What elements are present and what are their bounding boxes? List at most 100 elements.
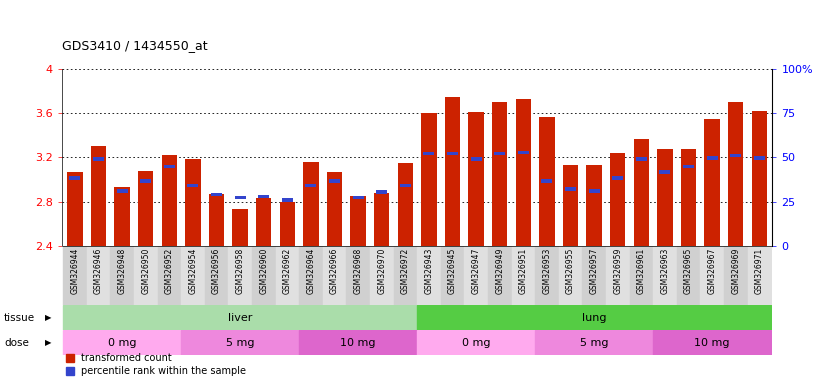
Text: GSM326960: GSM326960 [259, 248, 268, 294]
Bar [471, 157, 482, 161]
Text: GSM326943: GSM326943 [425, 248, 434, 294]
Text: GSM326951: GSM326951 [519, 248, 528, 294]
Bar [653, 330, 771, 355]
Bar [539, 117, 554, 246]
Bar [589, 189, 600, 193]
Text: GSM326953: GSM326953 [543, 248, 552, 294]
Text: GSM326962: GSM326962 [282, 248, 292, 294]
Text: GSM326947: GSM326947 [472, 248, 481, 294]
Text: GSM326963: GSM326963 [661, 248, 669, 294]
Text: GSM326955: GSM326955 [566, 248, 575, 294]
Bar [282, 198, 293, 202]
Bar [209, 194, 224, 246]
Text: GSM326961: GSM326961 [637, 248, 646, 294]
Bar [586, 165, 602, 246]
Text: GSM326946: GSM326946 [94, 248, 103, 294]
Bar [164, 165, 175, 169]
Bar [303, 162, 319, 246]
Text: 10 mg: 10 mg [340, 338, 376, 348]
Bar [299, 246, 323, 305]
Bar [181, 246, 205, 305]
Bar [706, 156, 718, 160]
Bar [87, 246, 111, 305]
Bar [256, 198, 272, 246]
Bar [299, 330, 417, 355]
Bar [327, 172, 342, 246]
Bar [115, 187, 130, 246]
Bar [350, 196, 366, 246]
Bar [235, 196, 245, 199]
Bar [63, 305, 417, 330]
Bar [563, 165, 578, 246]
Bar [69, 176, 80, 180]
Bar [329, 179, 340, 183]
Text: GSM326965: GSM326965 [684, 248, 693, 294]
Bar [541, 179, 553, 183]
Bar [424, 152, 434, 155]
Bar [417, 330, 535, 355]
Text: GSM326972: GSM326972 [401, 248, 410, 294]
Text: GSM326971: GSM326971 [755, 248, 764, 294]
Bar [464, 246, 488, 305]
Bar [518, 151, 529, 154]
Text: GDS3410 / 1434550_at: GDS3410 / 1434550_at [62, 39, 207, 52]
Bar [181, 330, 299, 355]
Text: GSM326969: GSM326969 [731, 248, 740, 294]
Bar [374, 193, 389, 246]
Bar [447, 152, 458, 155]
Text: GSM326957: GSM326957 [590, 248, 599, 294]
Bar [91, 146, 107, 246]
Text: GSM326950: GSM326950 [141, 248, 150, 294]
Bar [140, 179, 151, 183]
Text: GSM326964: GSM326964 [306, 248, 316, 294]
Bar [397, 163, 413, 246]
Bar [228, 246, 252, 305]
Bar [612, 176, 624, 180]
Bar [724, 246, 748, 305]
Bar [535, 246, 558, 305]
Bar [681, 149, 696, 246]
Text: 10 mg: 10 mg [695, 338, 730, 348]
Text: dose: dose [4, 338, 29, 348]
Bar [606, 246, 629, 305]
Bar [629, 246, 653, 305]
Bar [370, 246, 393, 305]
Bar [728, 102, 743, 246]
Bar [353, 196, 363, 199]
Bar [634, 139, 649, 246]
Text: GSM326967: GSM326967 [708, 248, 717, 294]
Text: GSM326945: GSM326945 [448, 248, 457, 294]
Bar [494, 152, 506, 155]
Bar [252, 246, 276, 305]
Text: liver: liver [228, 313, 252, 323]
Bar [63, 330, 181, 355]
Bar [515, 99, 531, 246]
Bar [417, 246, 441, 305]
Text: GSM326954: GSM326954 [188, 248, 197, 294]
Text: GSM326944: GSM326944 [70, 248, 79, 294]
Text: GSM326956: GSM326956 [212, 248, 221, 294]
Bar [134, 246, 158, 305]
Bar [558, 246, 582, 305]
Bar [280, 202, 295, 246]
Text: 5 mg: 5 mg [225, 338, 254, 348]
Bar [376, 190, 387, 194]
Bar [565, 187, 576, 190]
Bar [636, 157, 647, 161]
Text: GSM326959: GSM326959 [613, 248, 622, 294]
Bar [63, 246, 87, 305]
Text: 0 mg: 0 mg [108, 338, 136, 348]
Bar [730, 154, 741, 157]
Text: ▶: ▶ [45, 313, 51, 322]
Text: GSM326966: GSM326966 [330, 248, 339, 294]
Text: lung: lung [582, 313, 606, 323]
Bar [511, 246, 535, 305]
Bar [748, 246, 771, 305]
Text: GSM326949: GSM326949 [496, 248, 504, 294]
Bar [346, 246, 370, 305]
Text: 5 mg: 5 mg [580, 338, 609, 348]
Bar [441, 246, 464, 305]
Bar [705, 119, 719, 246]
Bar [162, 155, 177, 246]
Text: GSM326968: GSM326968 [354, 248, 363, 294]
